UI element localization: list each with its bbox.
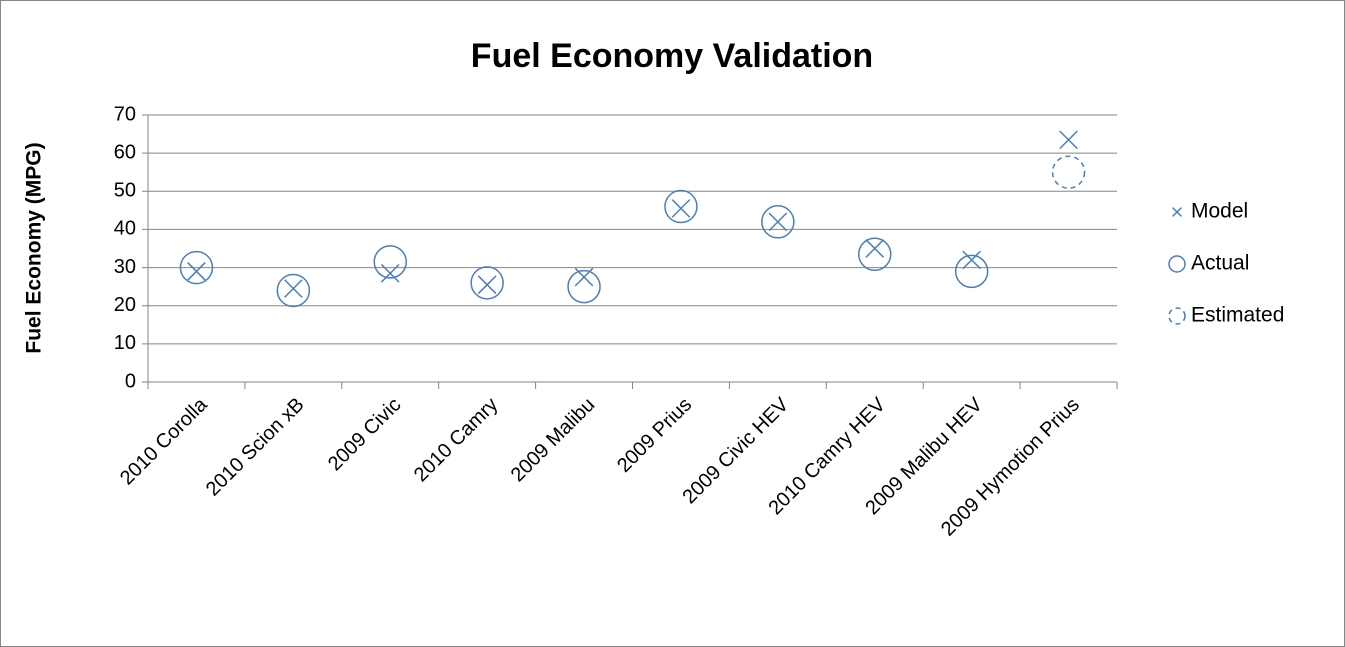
x-marker: [1172, 207, 1182, 217]
legend-label: Estimated: [1191, 304, 1284, 327]
chart-title: Fuel Economy Validation: [471, 37, 873, 75]
y-tick-label: 30: [114, 256, 136, 278]
circle-marker: [664, 189, 698, 224]
x-marker: [865, 239, 885, 258]
circle-marker: [179, 250, 214, 285]
circle-marker: [1168, 255, 1186, 273]
circle-marker: [373, 245, 407, 279]
x-marker: [187, 262, 206, 281]
circle-marker: [276, 273, 311, 308]
x-marker: [380, 263, 400, 283]
y-tick-label: 60: [114, 141, 136, 163]
circle-marker: [761, 205, 795, 239]
y-tick-label: 10: [114, 332, 136, 354]
dashed-circle-marker: [1051, 155, 1086, 189]
x-marker: [768, 212, 788, 232]
legend-label: Model: [1191, 200, 1248, 223]
circle-marker: [954, 254, 989, 289]
y-tick-label: 50: [114, 180, 136, 202]
dashed-circle-marker: [1168, 307, 1186, 325]
y-tick-label: 40: [114, 218, 136, 240]
circle-marker: [567, 269, 601, 304]
x-marker: [1059, 130, 1078, 150]
x-marker: [477, 275, 497, 295]
x-marker: [671, 199, 691, 218]
x-marker: [284, 279, 303, 298]
legend-label: Actual: [1191, 252, 1249, 275]
y-tick-label: 0: [125, 370, 136, 392]
y-tick-label: 70: [114, 103, 136, 125]
x-marker: [962, 250, 981, 270]
y-axis-label: Fuel Economy (MPG): [23, 142, 46, 353]
circle-marker: [858, 237, 892, 271]
y-tick-label: 20: [114, 294, 136, 316]
circle-marker: [470, 266, 504, 300]
